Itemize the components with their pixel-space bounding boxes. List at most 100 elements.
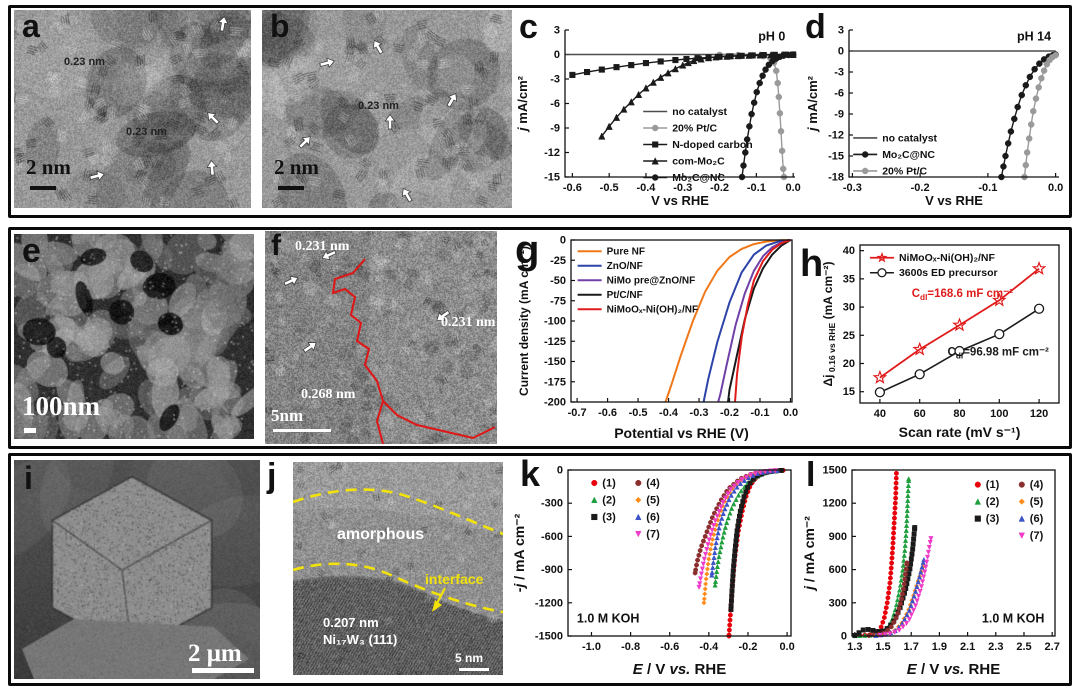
j-phase-label: Ni₁₇W₃ (111)	[323, 633, 397, 647]
svg-text:0.0: 0.0	[779, 641, 794, 653]
f-dspacing-1: 0.231 nm	[295, 239, 349, 254]
svg-text:-900: -900	[541, 564, 563, 576]
svg-text:30: 30	[843, 302, 855, 314]
svg-text:-25: -25	[550, 255, 566, 267]
panel-e-label: e	[22, 234, 41, 268]
svg-text:-100: -100	[544, 316, 566, 328]
svg-text:-6: -6	[550, 98, 560, 110]
a-dspacing-1: 0.23 nm	[64, 56, 105, 68]
svg-text:20% Pt/C: 20% Pt/C	[882, 165, 927, 177]
svg-text:2.7: 2.7	[1045, 641, 1060, 653]
svg-text:E / V vs. RHE: E / V vs. RHE	[907, 661, 1000, 678]
svg-text:j / mA cm⁻²: j / mA cm⁻²	[801, 516, 817, 592]
svg-text:-3: -3	[550, 74, 560, 86]
svg-text:(6): (6)	[1030, 513, 1044, 525]
svg-text:pH 14: pH 14	[1017, 29, 1051, 43]
lattice-mark	[366, 78, 382, 99]
svg-text:Cdl=96.98 mF cm⁻²: Cdl=96.98 mF cm⁻²	[948, 347, 1049, 361]
b-scale-bar	[278, 186, 304, 190]
j-amorphous-label: amorphous	[337, 526, 424, 544]
svg-text:-50: -50	[550, 275, 566, 287]
svg-text:-6: -6	[834, 88, 844, 100]
svg-text:40: 40	[843, 245, 855, 257]
panel-h: h 40 60 80 100 120 15 20 25 30 35 40 NiMoOₓ-Ni(OH)₂…	[802, 233, 1069, 445]
svg-text:-125: -125	[544, 336, 566, 348]
interface-arrowhead	[432, 600, 442, 612]
j-scale-text: 5 nm	[455, 652, 483, 665]
svg-text:N-doped carbon: N-doped carbon	[672, 139, 753, 151]
svg-text:-75: -75	[550, 295, 566, 307]
svg-text:80: 80	[953, 408, 965, 420]
panel-c: c -0.6 -0.5 -0.4 -0.3 -0.2 -0.1 0.0 3 0 -3 -6 -9 -12…	[515, 8, 807, 213]
svg-text:(1): (1)	[986, 479, 1000, 491]
svg-text:-1200: -1200	[535, 597, 563, 609]
panel-k-label: k	[520, 456, 540, 492]
svg-text:-0.3: -0.3	[843, 182, 862, 194]
svg-text:-0.3: -0.3	[690, 407, 709, 419]
f-dspacing-3: 0.268 nm	[301, 387, 355, 402]
svg-text:V vs RHE: V vs RHE	[925, 193, 983, 208]
svg-text:-15: -15	[544, 172, 560, 184]
svg-text:j mA/cm²: j mA/cm²	[515, 75, 530, 133]
svg-text:com-Mo₂C: com-Mo₂C	[672, 156, 725, 168]
arrow-icon	[385, 115, 395, 130]
panel-i: i 2 μm	[14, 460, 260, 679]
lattice-mark	[124, 10, 136, 36]
svg-text:40: 40	[874, 408, 886, 420]
svg-text:1500: 1500	[823, 465, 847, 477]
panel-d: d -0.3 -0.2 -0.1 0.0 3 0 -3 -6 -9 -12 -15 -18 no cat…	[805, 8, 1071, 213]
arrow-icon	[370, 38, 386, 55]
svg-text:-3: -3	[834, 67, 844, 79]
svg-text:120: 120	[1030, 408, 1048, 420]
j-dspacing: 0.207 nm	[323, 616, 379, 630]
svg-text:-0.7: -0.7	[568, 407, 587, 419]
svg-text:Cdl=168.6 mF cm⁻²: Cdl=168.6 mF cm⁻²	[912, 288, 1013, 302]
chart-d-plot: -0.3 -0.2 -0.1 0.030-3-6-9-12-15-18no catal…	[805, 8, 1071, 213]
svg-text:Δj 0.16 vs RHE (mA cm⁻²): Δj 0.16 vs RHE (mA cm⁻²)	[821, 262, 837, 387]
f-scale-bar	[273, 429, 331, 432]
svg-text:-9: -9	[550, 123, 560, 135]
panel-i-label: i	[24, 462, 33, 494]
svg-text:no catalyst: no catalyst	[672, 106, 727, 118]
svg-text:(3): (3)	[986, 513, 1000, 525]
lattice-mark	[417, 288, 437, 314]
svg-text:0: 0	[841, 631, 847, 643]
svg-text:-0.5: -0.5	[629, 407, 648, 419]
panel-row-3: i 2 μm j amorphous interface 0.207 nm Ni…	[8, 453, 1072, 686]
panel-f-label: f	[271, 231, 281, 261]
svg-text:2.5: 2.5	[1016, 641, 1031, 653]
svg-text:NiMoOₓ-Ni(OH)₂/NF: NiMoOₓ-Ni(OH)₂/NF	[899, 252, 996, 264]
svg-text:1200: 1200	[823, 498, 847, 510]
svg-text:NiMoOₓ-Ni(OH)₂/NF: NiMoOₓ-Ni(OH)₂/NF	[607, 305, 698, 316]
panel-row-1: a 0.23 nm 0.23 nm 2 nm b 0.23 nm 2 nm	[8, 5, 1072, 218]
svg-text:Potential vs RHE (V): Potential vs RHE (V)	[614, 425, 749, 441]
lattice-mark	[316, 349, 338, 374]
a-scale-text: 2 nm	[26, 156, 71, 179]
svg-text:Pure NF: Pure NF	[607, 247, 645, 258]
panel-row-2: e 100nm f 0.231 nm 0.231 nm 0.268 nm 5nm	[8, 227, 1072, 449]
arrow-icon	[399, 186, 415, 203]
svg-text:V vs RHE: V vs RHE	[651, 193, 709, 208]
svg-text:pH 0: pH 0	[758, 29, 785, 43]
panel-k: k -1.0 -0.8 -0.6 -0.4 -0.2 0.0 0 -300 -600 -900 -1…	[510, 458, 801, 682]
svg-text:(6): (6)	[646, 511, 660, 523]
e-scale-bar	[24, 428, 36, 433]
svg-text:(1): (1)	[602, 477, 616, 489]
arrow-icon	[217, 16, 229, 32]
arrow-icon	[207, 160, 218, 175]
svg-text:(3): (3)	[602, 511, 616, 523]
panel-g: g -0.7 -0.6 -0.5 -0.4 -0.3 -0.2 -0.1 0.0 0 -25 -50…	[515, 230, 802, 446]
svg-text:NiMo pre@ZnO/NF: NiMo pre@ZnO/NF	[607, 276, 696, 287]
svg-text:Mo₂C@NC: Mo₂C@NC	[882, 149, 935, 161]
i-scale-bar	[192, 668, 254, 673]
svg-text:15: 15	[843, 386, 855, 398]
panel-a-label: a	[22, 10, 40, 42]
arrow-icon	[444, 91, 460, 108]
svg-text:Scan rate (mV s⁻¹): Scan rate (mV s⁻¹)	[899, 424, 1021, 440]
svg-text:35: 35	[843, 273, 855, 285]
svg-text:2.3: 2.3	[988, 641, 1003, 653]
panel-a: a 0.23 nm 0.23 nm 2 nm	[14, 10, 251, 208]
svg-text:1.9: 1.9	[932, 641, 947, 653]
svg-text:-0.2: -0.2	[720, 407, 739, 419]
svg-text:-600: -600	[541, 531, 563, 543]
